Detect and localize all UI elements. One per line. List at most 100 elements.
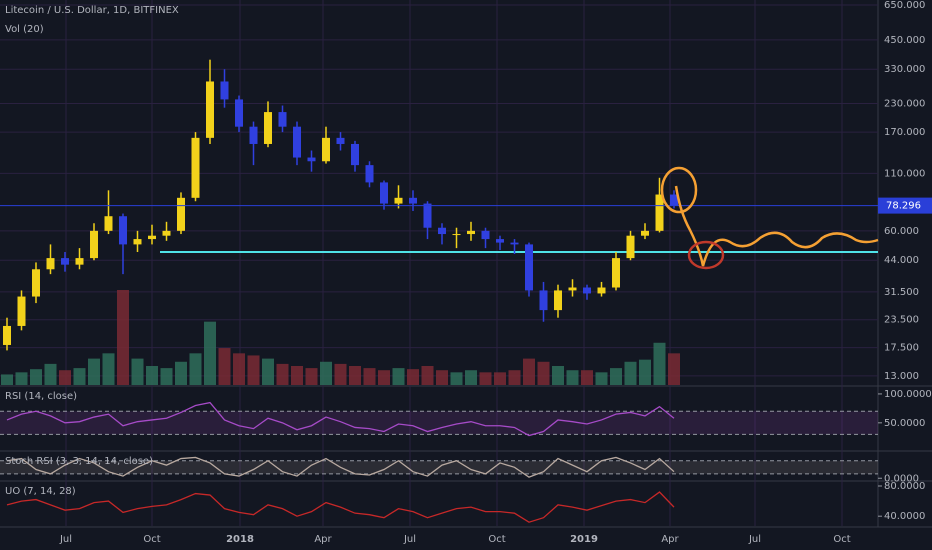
candle-body bbox=[293, 126, 301, 158]
candle-body bbox=[612, 258, 620, 288]
volume-bar bbox=[639, 359, 651, 385]
band-fill bbox=[0, 411, 878, 435]
chart-title: Litecoin / U.S. Dollar, 1D, BITFINEX bbox=[5, 5, 179, 16]
volume-bar bbox=[175, 361, 187, 385]
volume-bar bbox=[479, 372, 492, 385]
volume-bar bbox=[233, 353, 245, 385]
candle-body bbox=[641, 230, 649, 236]
volume-bar bbox=[291, 366, 303, 385]
highlight-circle bbox=[687, 240, 725, 270]
candle-body bbox=[583, 287, 591, 294]
volume-bar bbox=[392, 368, 405, 385]
candle-body bbox=[597, 287, 606, 294]
x-tick-label: Jul bbox=[59, 534, 72, 545]
y-tick-label: 100.0000 bbox=[884, 389, 932, 400]
candle-body bbox=[336, 137, 345, 144]
volume-bar bbox=[30, 369, 42, 385]
candle-body bbox=[365, 165, 374, 183]
candle-body bbox=[380, 182, 388, 204]
highlight-circle bbox=[660, 166, 698, 214]
y-tick-label: 0.0000 bbox=[884, 473, 919, 484]
volume-bar bbox=[262, 358, 274, 385]
candle-body bbox=[90, 230, 98, 259]
y-tick-label: 650.000 bbox=[884, 0, 925, 11]
y-tick-label: 330.000 bbox=[884, 64, 925, 75]
volume-bar bbox=[247, 355, 260, 385]
candle-body bbox=[655, 194, 664, 231]
volume-bar bbox=[653, 342, 666, 385]
indicator-line bbox=[6, 456, 675, 478]
candle-body bbox=[46, 258, 55, 270]
candle-body bbox=[191, 137, 200, 198]
y-tick-label: 31.500 bbox=[884, 287, 919, 298]
candle-body bbox=[148, 235, 156, 240]
candle-body bbox=[133, 239, 142, 245]
volume-bar bbox=[160, 368, 173, 385]
volume-bar bbox=[189, 353, 202, 385]
candle-body bbox=[17, 296, 26, 326]
candle-body bbox=[539, 290, 548, 311]
volume-bar bbox=[508, 370, 521, 385]
volume-bar bbox=[44, 363, 57, 385]
candle-body bbox=[177, 197, 185, 231]
volume-bar bbox=[1, 374, 13, 385]
y-tick-label: 13.000 bbox=[884, 371, 919, 382]
candle-body bbox=[496, 239, 504, 243]
candle-body bbox=[351, 143, 359, 166]
candle-body bbox=[510, 242, 519, 245]
volume-bar bbox=[668, 353, 680, 385]
volume-bar bbox=[421, 366, 434, 385]
y-tick-label: 23.500 bbox=[884, 315, 919, 326]
y-tick-label: 60.000 bbox=[884, 226, 919, 237]
x-tick-label: Jul bbox=[748, 534, 761, 545]
volume-bar bbox=[494, 372, 506, 385]
volume-bar bbox=[15, 372, 28, 385]
volume-bar bbox=[552, 366, 564, 385]
volume-bar bbox=[610, 368, 622, 385]
volume-bar bbox=[349, 366, 361, 385]
candle-body bbox=[307, 157, 316, 162]
volume-bar bbox=[595, 372, 608, 385]
volume-bar bbox=[146, 366, 158, 385]
candle-body bbox=[452, 234, 461, 236]
x-tick-label: Jul bbox=[403, 534, 416, 545]
x-tick-label: Apr bbox=[314, 534, 332, 545]
x-tick-label: Oct bbox=[143, 534, 160, 545]
candle-body bbox=[525, 244, 533, 291]
candle-body bbox=[438, 227, 446, 235]
y-tick-label: 110.000 bbox=[884, 168, 925, 179]
volume-bar bbox=[218, 348, 231, 385]
volume-bar bbox=[204, 321, 216, 385]
volume-bar bbox=[436, 370, 448, 385]
volume-bar bbox=[320, 361, 332, 385]
volume-bar bbox=[131, 358, 144, 385]
candle-body bbox=[249, 126, 258, 144]
y-tick-label: 50.0000 bbox=[884, 418, 925, 429]
volume-bar bbox=[73, 368, 86, 385]
candle-body bbox=[119, 216, 127, 245]
volume-bar bbox=[450, 372, 463, 385]
candle-body bbox=[220, 81, 229, 100]
candle-body bbox=[394, 197, 403, 204]
volume-bar bbox=[624, 361, 637, 385]
volume-bar bbox=[566, 370, 579, 385]
candle-body bbox=[61, 258, 69, 265]
y-tick-label: 44.000 bbox=[884, 255, 919, 266]
y-tick-label: 450.000 bbox=[884, 35, 925, 46]
volume-bar bbox=[59, 370, 71, 385]
candle-body bbox=[162, 230, 171, 236]
y-tick-label: 80.0000 bbox=[884, 481, 925, 492]
volume-bar bbox=[523, 358, 535, 385]
volume-bar bbox=[276, 363, 289, 385]
volume-bar bbox=[88, 358, 100, 385]
volume-label: Vol (20) bbox=[5, 24, 44, 35]
x-tick-label: Apr bbox=[661, 534, 679, 545]
candle-body bbox=[75, 258, 84, 265]
indicator-label: RSI (14, close) bbox=[5, 391, 77, 402]
projection-line bbox=[674, 185, 879, 267]
indicator-line bbox=[6, 401, 675, 437]
candle-body bbox=[32, 269, 40, 297]
